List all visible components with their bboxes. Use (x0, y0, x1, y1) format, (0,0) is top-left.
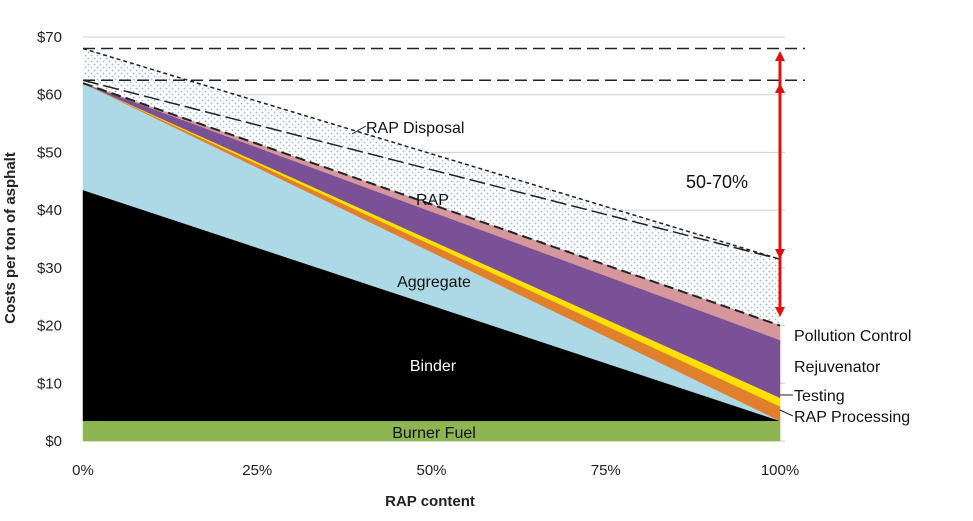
rap-disposal-hatch (83, 48, 780, 326)
y-axis-title: Costs per ton of asphalt (2, 152, 19, 324)
rap-line (82, 79, 781, 260)
band-label-burner-fuel: Burner Fuel (392, 425, 476, 442)
y-tick-label: $50 (37, 144, 62, 161)
x-tick-label: 50% (416, 462, 446, 479)
y-tick-label: $40 (37, 202, 62, 219)
range-annotation: 50-70% (686, 172, 748, 192)
band-label-aggregate: Aggregate (397, 274, 471, 291)
x-tick-label: 0% (72, 462, 94, 479)
y-tick-label: $60 (37, 87, 62, 104)
rap-disposal-line (82, 47, 781, 260)
band-label-binder: Binder (410, 358, 457, 375)
leader-rap-processing (779, 409, 794, 417)
x-tick-label: 75% (591, 462, 621, 479)
x-axis-title: RAP content (385, 493, 475, 510)
legend-rejuvenator: Rejuvenator (794, 359, 881, 376)
stacked-bands (82, 82, 781, 442)
legend-testing: Testing (794, 388, 845, 405)
y-tick-label: $0 (45, 433, 62, 450)
stack-top-line (82, 82, 781, 327)
dashed-lines (82, 47, 805, 327)
band-label-rap: RAP (416, 192, 449, 209)
leader-rap-disposal (351, 125, 367, 135)
x-tick-label: 25% (242, 462, 272, 479)
y-tick-label: $20 (37, 318, 62, 335)
tick-labels: $0 $10 $20 $30 $40 $50 $60 $70 0% 25% 50% 75% 100% (37, 29, 799, 479)
y-tick-label: $10 (37, 375, 62, 392)
y-tick-label: $30 (37, 260, 62, 277)
y-tick-label: $70 (37, 29, 62, 46)
legend-pollution-control: Pollution Control (794, 328, 911, 345)
legend-rap-processing: RAP Processing (794, 409, 910, 426)
dotted-region (83, 48, 780, 326)
x-tick-label: 100% (761, 462, 799, 479)
band-label-rap-disposal: RAP Disposal (366, 120, 464, 137)
